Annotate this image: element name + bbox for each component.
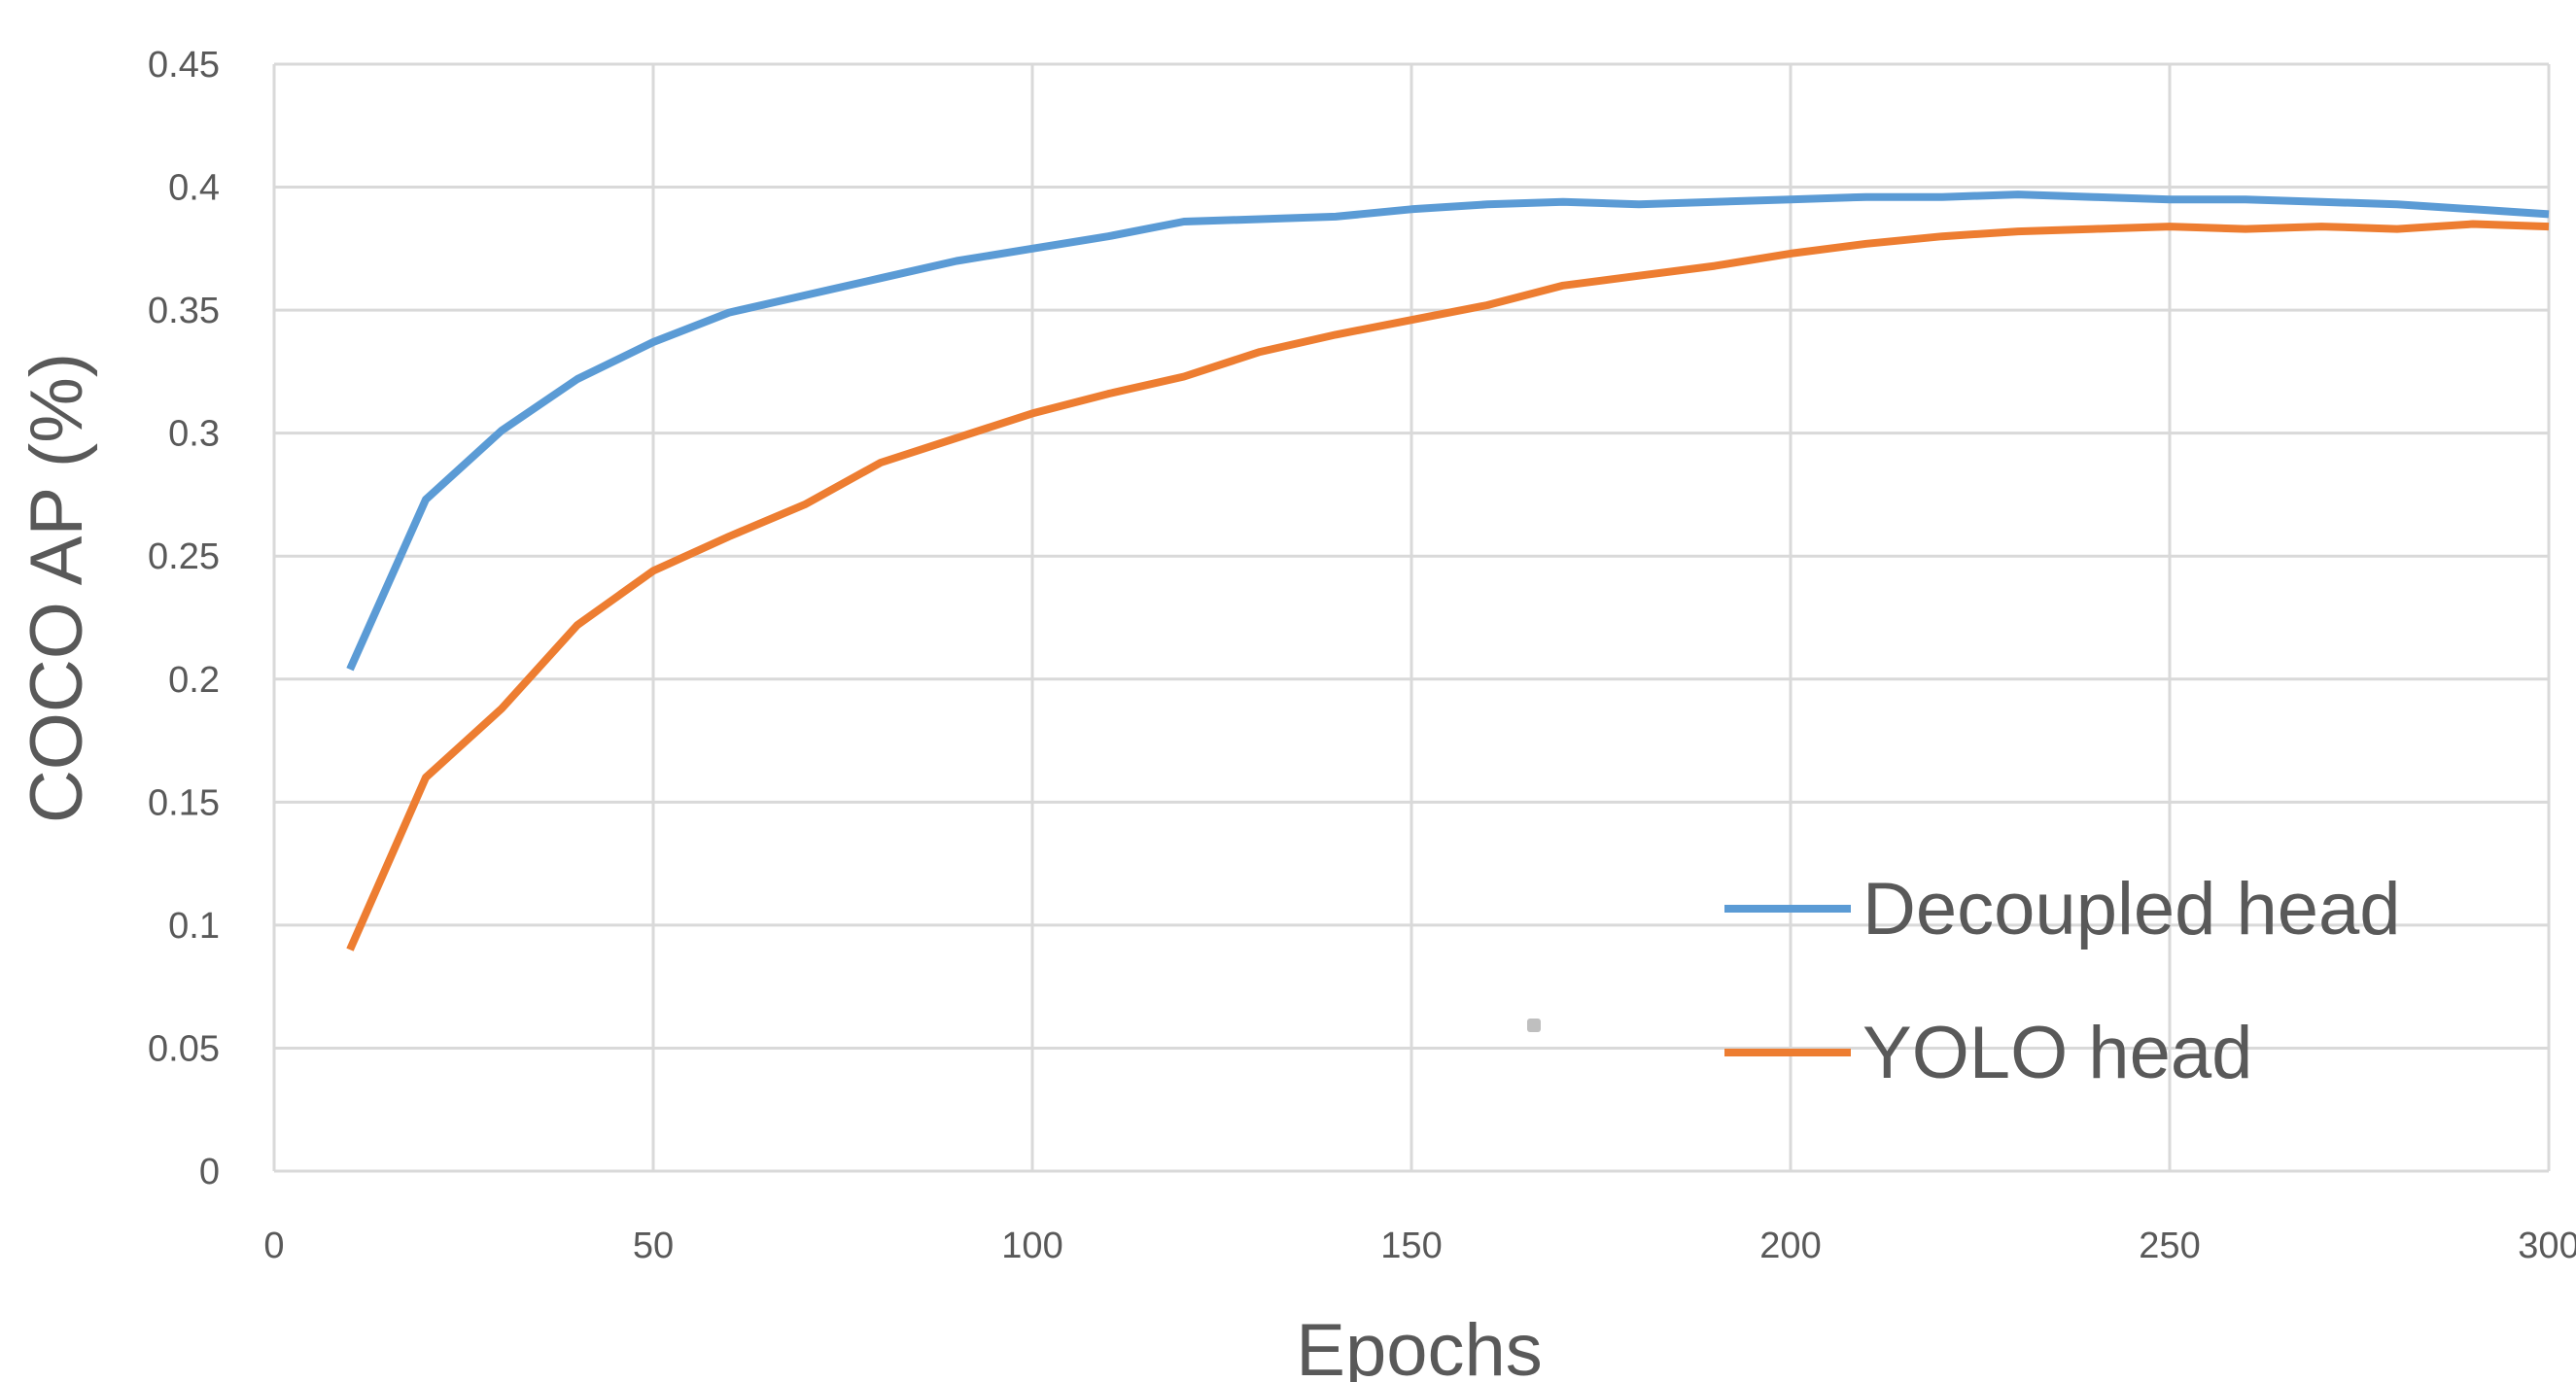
- y-axis-title: COCO AP (%): [16, 353, 98, 823]
- y-tick-label: 0.3: [168, 414, 220, 455]
- x-tick-label: 200: [1759, 1226, 1821, 1266]
- series-line-decoupled-head: [346, 190, 2550, 672]
- y-tick-label: 0.2: [168, 660, 220, 701]
- series-line-yolo-head: [346, 220, 2550, 951]
- y-tick-label: 0: [199, 1152, 220, 1192]
- series-lines: [346, 190, 2550, 951]
- x-tick-label: 50: [633, 1226, 674, 1266]
- y-tick-labels: 0 0.05 0.1 0.15 0.2 0.25 0.3 0.35 0.4 0.45: [148, 45, 220, 1192]
- axes: [272, 64, 2549, 1173]
- y-tick-label: 0.25: [148, 536, 220, 577]
- y-tick-label: 0.45: [148, 45, 220, 86]
- y-tick-label: 0.15: [148, 782, 220, 823]
- legend-label-decoupled-head: Decoupled head: [1862, 868, 2401, 950]
- x-tick-label: 250: [2139, 1226, 2200, 1266]
- y-tick-label: 0.05: [148, 1028, 220, 1069]
- x-axis-title: Epochs: [1296, 1309, 1543, 1382]
- legend: Decoupled head YOLO head: [1724, 868, 2401, 1094]
- y-tick-label: 0.1: [168, 906, 220, 947]
- x-tick-label: 300: [2518, 1226, 2576, 1266]
- x-tick-label: 150: [1380, 1226, 1442, 1266]
- x-tick-label: 0: [263, 1226, 284, 1266]
- y-tick-label: 0.4: [168, 168, 220, 209]
- x-tick-labels: 0 50 100 150 200 250 300: [263, 1226, 2576, 1266]
- legend-label-yolo-head: YOLO head: [1862, 1012, 2252, 1094]
- stray-marker: [1527, 1019, 1541, 1032]
- y-tick-label: 0.35: [148, 291, 220, 331]
- x-tick-label: 100: [1001, 1226, 1062, 1266]
